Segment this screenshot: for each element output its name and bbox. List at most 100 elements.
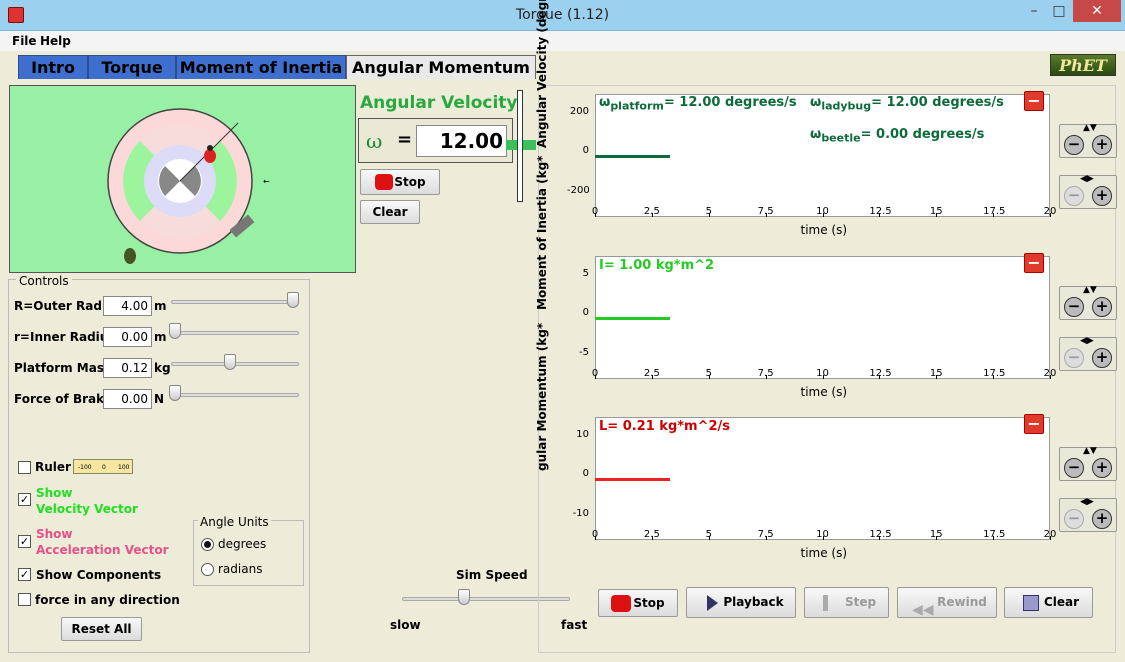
velocity-vector-checkbox[interactable]: ✓: [18, 493, 31, 506]
control-value-field[interactable]: 4.00: [103, 296, 152, 316]
show-components-checkbox[interactable]: ✓: [18, 568, 31, 581]
control-unit: kg: [154, 361, 171, 375]
y-tick-label: -10: [572, 508, 589, 519]
legend-text: = 0.00 degrees/s: [860, 127, 985, 142]
zoom-out-button[interactable]: −: [1064, 348, 1084, 368]
sim-speed-thumb[interactable]: [458, 589, 470, 605]
x-tick-label: 2.5: [643, 368, 660, 379]
accel-vector-checkbox[interactable]: ✓: [18, 535, 31, 548]
rewind-button[interactable]: ◀◀ Rewind: [897, 587, 997, 618]
rewind-label: Rewind: [937, 595, 987, 609]
play-icon: [707, 595, 718, 611]
tab-moment-of-inertia[interactable]: Moment of Inertia: [176, 55, 346, 79]
graph-minimize-button[interactable]: −: [1024, 91, 1044, 111]
title-bar: Torque (1.12) – □ ✕: [0, 0, 1125, 31]
step-button[interactable]: Step: [804, 587, 889, 618]
minimize-icon[interactable]: –: [1030, 3, 1038, 19]
zoom-out-button[interactable]: −: [1064, 186, 1084, 206]
phet-logo[interactable]: PhET: [1050, 54, 1116, 76]
horizontal-zoom-arrows-icon: ◀▶: [1080, 174, 1094, 184]
x-tick-label: 15: [929, 529, 943, 540]
zoom-out-button[interactable]: −: [1064, 458, 1084, 478]
control-slider-thumb[interactable]: [169, 385, 181, 401]
legend-subscript: platform: [610, 99, 664, 113]
x-tick-mark: [936, 375, 938, 379]
radians-radio[interactable]: [201, 563, 214, 576]
sim-stop-button[interactable]: Stop: [360, 169, 440, 195]
x-tick-mark: [993, 213, 995, 217]
zoom-out-button[interactable]: −: [1064, 297, 1084, 317]
degrees-radio[interactable]: [201, 538, 214, 551]
control-value-field[interactable]: 0.00: [103, 389, 152, 409]
maximize-icon[interactable]: □: [1052, 3, 1066, 19]
menu-help[interactable]: Help: [40, 34, 71, 48]
sim-clear-button[interactable]: Clear: [360, 200, 420, 224]
vertical-zoom-box: ▲▼ − +: [1059, 446, 1117, 481]
control-unit: m: [154, 299, 167, 313]
graph-legend-item: ωbeetle= 0.00 degrees/s: [810, 127, 984, 145]
vertical-zoom-arrows-icon: ▲▼: [1083, 446, 1097, 456]
control-label: r=Inner Radius: [14, 330, 116, 344]
legend-text: L= 0.21 kg*m^2/s: [599, 419, 731, 434]
zoom-in-button[interactable]: +: [1092, 509, 1112, 529]
control-slider[interactable]: [171, 393, 299, 397]
graph-minimize-button[interactable]: −: [1024, 414, 1044, 434]
y-tick-label: 10: [576, 429, 589, 440]
playback-button[interactable]: Playback: [686, 587, 796, 618]
vertical-zoom-box: ▲▼ − +: [1059, 285, 1117, 320]
x-tick-mark: [993, 375, 995, 379]
zoom-in-button[interactable]: +: [1092, 348, 1112, 368]
x-tick-mark: [936, 213, 938, 217]
horizontal-zoom-box: ◀▶ − +: [1059, 174, 1117, 209]
x-tick-label: 15: [929, 368, 943, 379]
tab-angular-momentum[interactable]: Angular Momentum: [346, 55, 536, 79]
graph-minimize-button[interactable]: −: [1024, 253, 1044, 273]
control-value-field[interactable]: 0.00: [103, 327, 152, 347]
reset-all-button[interactable]: Reset All: [61, 617, 142, 641]
graph-series-line: [595, 477, 670, 481]
radians-label: radians: [218, 562, 263, 576]
x-tick-label: 20: [1043, 529, 1057, 540]
x-tick-mark: [595, 375, 596, 379]
angular-velocity-field[interactable]: 12.00: [416, 125, 507, 157]
playback-stop-button[interactable]: Stop: [598, 589, 678, 617]
menu-file[interactable]: File: [12, 34, 37, 48]
ruler-icon[interactable]: -100 0 100: [73, 459, 133, 474]
zoom-in-button[interactable]: +: [1092, 135, 1112, 155]
zoom-in-button[interactable]: +: [1092, 297, 1112, 317]
control-slider[interactable]: [171, 331, 299, 335]
stop-sign-icon: [375, 174, 393, 190]
control-slider-thumb[interactable]: [169, 323, 181, 339]
playback-clear-label: Clear: [1043, 595, 1080, 609]
ruler-checkbox[interactable]: [18, 461, 31, 474]
control-slider-thumb[interactable]: [287, 292, 299, 308]
accel-vector-label-1: Show: [36, 527, 73, 541]
graph-series-line: [595, 316, 670, 320]
tab-torque[interactable]: Torque: [88, 55, 176, 79]
degrees-label: degrees: [218, 537, 267, 551]
control-slider-thumb[interactable]: [224, 354, 236, 370]
x-tick-mark: [879, 375, 881, 379]
force-any-direction-checkbox[interactable]: [18, 593, 31, 606]
graph-legend-item: L= 0.21 kg*m^2/s: [599, 419, 730, 437]
control-slider[interactable]: [171, 300, 299, 304]
sim-stop-label: Stop: [394, 175, 426, 189]
tab-intro[interactable]: Intro: [18, 55, 88, 79]
simulation-canvas[interactable]: ←: [9, 85, 356, 273]
legend-text: = 12.00 degrees/s: [663, 95, 797, 110]
y-tick-label: 0: [582, 145, 589, 156]
zoom-in-button[interactable]: +: [1092, 186, 1112, 206]
omega-symbol: ω: [366, 129, 383, 153]
x-tick-label: 0: [591, 368, 599, 379]
zoom-out-button[interactable]: −: [1064, 509, 1084, 529]
close-icon[interactable]: ✕: [1073, 0, 1121, 22]
zoom-in-button[interactable]: +: [1092, 458, 1112, 478]
graph-plot-area[interactable]: [595, 94, 1050, 217]
sim-speed-slider[interactable]: [402, 597, 570, 601]
playback-clear-button[interactable]: Clear: [1004, 587, 1093, 618]
control-value-field[interactable]: 0.12: [103, 358, 152, 378]
x-tick-mark: [708, 536, 710, 540]
vertical-zoom-box: ▲▼ − +: [1059, 123, 1117, 158]
graph-legend-item: ωplatform= 12.00 degrees/s: [599, 95, 797, 113]
zoom-out-button[interactable]: −: [1064, 135, 1084, 155]
